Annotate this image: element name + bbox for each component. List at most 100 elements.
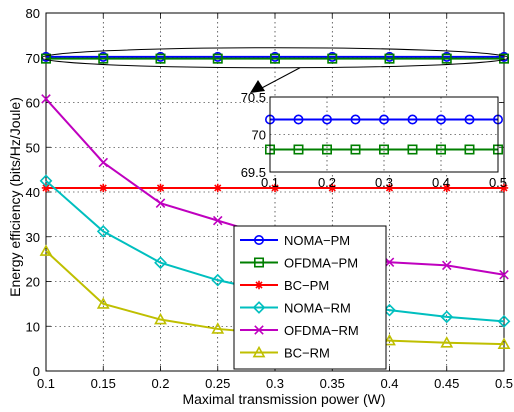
x-tick-label: 0.35 [320,376,345,391]
legend-label: OFDMA−PM [284,256,358,271]
data-point [99,183,108,193]
data-point [154,256,167,270]
data-point [440,310,454,324]
data-point [269,53,280,64]
legend-marker [254,257,265,268]
inset-y-tick-label: 70.5 [241,90,266,105]
legend-entry-ofdma-rm: OFDMA−RM [240,323,359,338]
inset-data-point [321,144,332,155]
y-tick-label: 50 [26,140,40,155]
inset-data-point [407,114,418,125]
data-point [212,215,223,226]
inset-data-point [378,144,389,155]
inset-data-point [321,114,332,125]
y-tick-label: 80 [26,6,40,21]
y-tick-label: 20 [26,275,40,290]
arrow-guide [257,89,269,111]
data-point [270,183,280,193]
inset-data-point [464,114,475,125]
data-point [441,260,452,271]
data-point [39,244,53,256]
x-tick-label: 0.5 [495,376,513,391]
inset-x-tick-label: 0.3 [375,175,393,190]
data-point [328,183,337,193]
inset-frame [269,96,499,173]
x-tick-label: 0.3 [266,376,284,391]
inset-data-point [350,144,361,155]
data-point [498,53,509,64]
inset-x-tick-label: 0.1 [261,175,279,190]
data-point [497,337,511,349]
data-point [385,183,394,193]
y-tick-label: 30 [26,230,40,245]
y-axis-label: Energy efficiency (bits/Hz/Joule) [7,97,23,297]
y-tick-label: 40 [26,185,40,200]
x-tick-label: 0.1 [37,376,55,391]
data-point [327,53,338,64]
legend: NOMA−PM OFDMA−PM BC−PM NOMA−RM OFDMA−RM BC−RM [233,225,387,370]
x-tick-label: 0.4 [380,376,398,391]
data-point [212,53,223,64]
data-point [98,157,109,168]
inset-plot: 0.1 0.2 0.3 0.4 0.5 69.5 70 70.5 [241,90,507,190]
data-point [497,314,511,328]
inset-series-ofdma-pm [264,144,503,155]
series-bc-pm [41,183,509,193]
inset-x-tick-label: 0.2 [318,175,336,190]
main-plot-axes: 0.1 0.15 0.2 0.25 0.3 0.35 0.4 0.45 0.5 0 10 20 30 40… [26,6,514,391]
data-point [383,333,396,346]
y-tick-label: 0 [33,364,40,379]
legend-entry-noma-rm: NOMA−RM [240,301,351,316]
inset-data-point [293,144,304,155]
data-point [98,53,109,64]
data-point [154,312,167,325]
series-ofdma-pm [40,53,509,64]
legend-entry-bc-pm: BC−PM [240,278,329,293]
zoom-ellipse [41,47,509,69]
inset-y-tick-label: 69.5 [241,165,266,180]
inset-data-point [378,114,389,125]
data-point [96,297,110,309]
legend-entry-noma-pm: NOMA−PM [240,233,350,248]
x-axis-label: Maximal transmission power (W) [182,391,385,407]
inset-data-point [350,114,361,125]
legend-label: BC−PM [284,278,329,293]
data-point [441,53,452,64]
y-tick-label: 60 [26,96,40,111]
inset-data-point [407,144,418,155]
data-point [40,53,51,64]
inset-y-tick-label: 70 [252,128,266,143]
x-tick-label: 0.25 [205,376,230,391]
inset-data-point [435,114,446,125]
inset-data-point [464,144,475,155]
x-tick-label: 0.15 [91,376,116,391]
data-point [499,183,509,193]
inset-data-point [293,114,304,125]
x-tick-label: 0.45 [434,376,459,391]
data-point [155,53,166,64]
data-point [440,336,454,348]
x-tick-label: 0.2 [151,376,169,391]
data-point [211,322,225,334]
data-point [384,53,395,64]
legend-label: BC−RM [284,346,330,361]
data-point [41,94,51,104]
data-point [211,273,225,287]
data-point [442,183,451,193]
legend-label: NOMA−PM [284,233,350,248]
legend-marker [254,235,265,246]
data-point [41,183,51,193]
y-tick-label: 70 [26,51,40,66]
legend-label: NOMA−RM [284,301,351,316]
data-point [39,174,53,188]
legend-marker [252,345,266,358]
inset-x-tick-label: 0.5 [489,175,507,190]
legend-marker [254,325,264,335]
data-point [155,198,166,208]
legend-label: OFDMA−RM [284,323,359,338]
inset-data-point [435,144,446,155]
legend-box [233,225,387,370]
data-point [96,224,110,238]
data-point [499,270,509,280]
